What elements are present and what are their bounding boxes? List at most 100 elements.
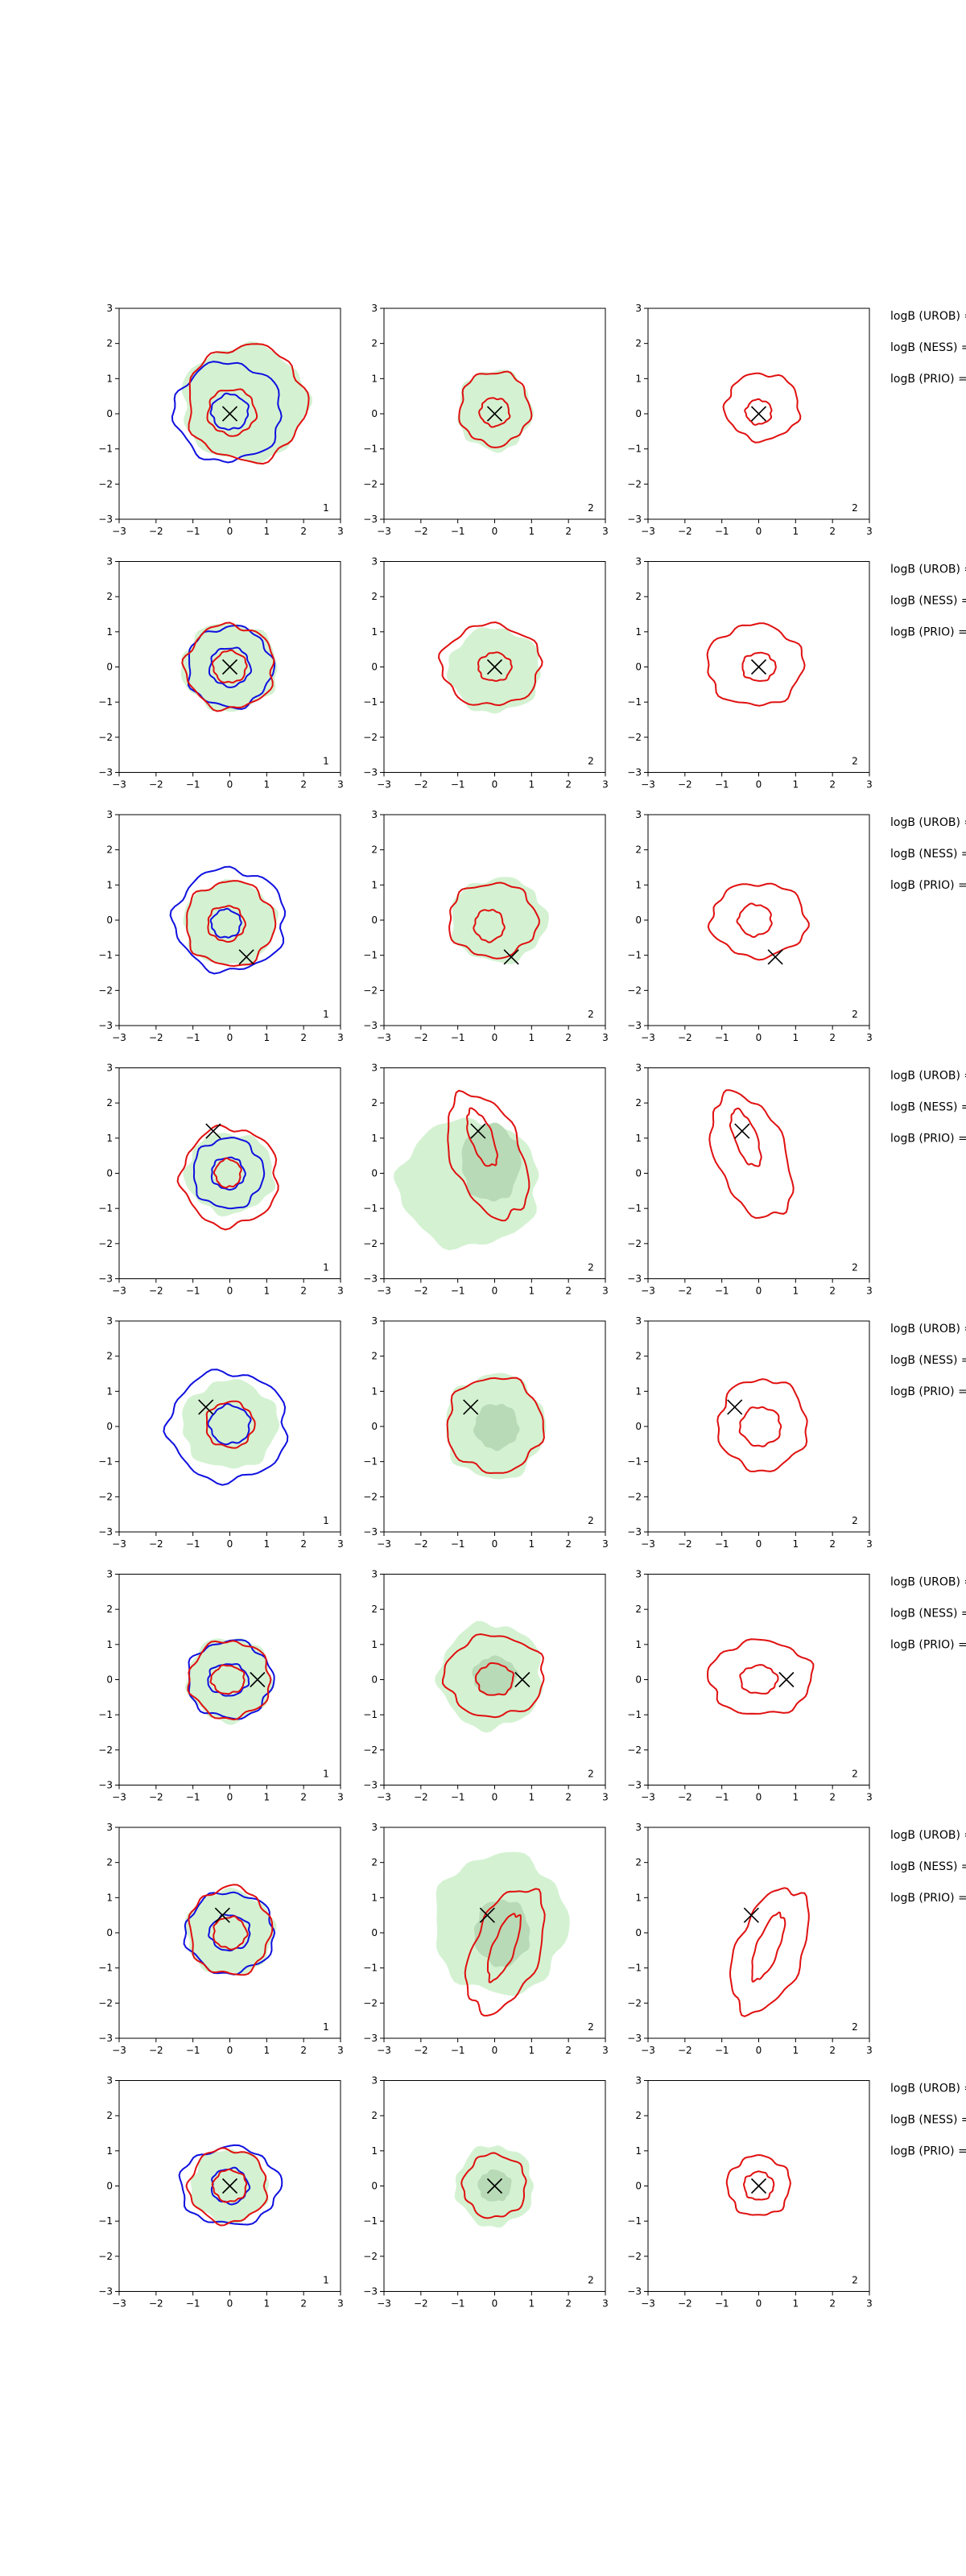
y-tick-label: −1 xyxy=(627,696,642,708)
red-contour xyxy=(725,2153,791,2216)
red-contour xyxy=(211,649,248,684)
axes-frame xyxy=(647,1067,870,1279)
panel-index-label: 2 xyxy=(588,1515,594,1526)
x-tick-label: 0 xyxy=(756,1032,762,1043)
y-tick-label: 2 xyxy=(635,1857,642,1868)
row-annotation: logB (PRIO) = xyxy=(890,1639,966,1652)
y-tick-label: 3 xyxy=(106,1063,113,1074)
x-tick-label: 3 xyxy=(866,779,873,791)
row-annotation: logB (NESS) = xyxy=(890,1354,966,1367)
panel-r6-c2: −3 −2 −1 0 1 2 3 −3 −2 −1 0 1 2 3 2 xyxy=(363,1569,609,1803)
y-tick-label: 1 xyxy=(106,626,113,638)
red-contour xyxy=(729,1887,810,2017)
y-tick-label: 2 xyxy=(371,844,378,856)
x-tick-label: −2 xyxy=(678,2045,692,2056)
plot-area xyxy=(716,1378,808,1472)
y-tick-label: 1 xyxy=(635,1385,642,1397)
x-tick-label: −3 xyxy=(377,779,391,791)
x-tick-label: 3 xyxy=(337,1286,344,1297)
y-tick-label: 1 xyxy=(371,1133,378,1144)
y-tick-label: −2 xyxy=(363,2251,378,2262)
x-tick-label: −2 xyxy=(414,1792,428,1803)
y-tick-label: 3 xyxy=(371,1063,378,1074)
x-tick-label: −1 xyxy=(451,526,465,537)
marker-x xyxy=(221,406,238,422)
y-tick-label: 3 xyxy=(106,809,113,820)
panel-index-label: 1 xyxy=(323,1262,329,1274)
red-contour xyxy=(707,882,810,961)
y-tick-label: −2 xyxy=(363,478,378,489)
row-annotation: logB (PRIO) = xyxy=(890,1133,966,1146)
density-fill xyxy=(182,1379,280,1469)
plot-area xyxy=(722,372,802,444)
x-tick-label: 3 xyxy=(337,1538,344,1550)
y-tick-label: −1 xyxy=(627,1709,642,1720)
y-tick-label: −2 xyxy=(98,1238,113,1249)
y-tick-label: −1 xyxy=(363,1456,378,1468)
x-tick-label: −2 xyxy=(414,779,428,791)
row-annotation: logB (UROB) = xyxy=(890,1323,966,1335)
panel-index-label: 1 xyxy=(323,1515,329,1526)
red-contour xyxy=(716,1378,808,1472)
marker-x xyxy=(486,658,503,675)
panel-r5-c1: −3 −2 −1 0 1 2 3 −3 −2 −1 0 1 2 3 1 xyxy=(98,1315,344,1550)
x-tick-label: 1 xyxy=(529,2298,535,2310)
y-tick-label: 1 xyxy=(106,1639,113,1650)
x-tick-label: 2 xyxy=(829,1286,836,1297)
marker-x xyxy=(238,949,254,965)
x-tick-label: −2 xyxy=(149,1286,163,1297)
x-tick-label: 0 xyxy=(492,1538,498,1550)
plot-area xyxy=(446,1373,547,1480)
y-tick-label: 1 xyxy=(635,626,642,638)
x-tick-label: −2 xyxy=(678,2298,692,2310)
x-tick-label: −3 xyxy=(377,1032,391,1043)
blue-contour xyxy=(169,865,287,975)
plot-area xyxy=(435,1620,545,1733)
marker-x xyxy=(198,1399,214,1415)
red-contour xyxy=(744,398,773,426)
y-tick-label: 3 xyxy=(371,1569,378,1580)
row-annotation: logB (PRIO) = xyxy=(890,1892,966,1905)
marker-x xyxy=(734,1123,750,1139)
panel-r2-c3: −3 −2 −1 0 1 2 3 −3 −2 −1 0 1 2 3 2 xyxy=(627,556,873,791)
red-contour xyxy=(447,1089,530,1222)
y-tick-label: 2 xyxy=(635,1604,642,1615)
y-tick-label: 3 xyxy=(635,556,642,568)
x-tick-label: 0 xyxy=(492,2045,498,2056)
x-tick-label: −1 xyxy=(186,1286,200,1297)
panel-index-label: 2 xyxy=(588,756,594,767)
y-tick-label: 3 xyxy=(106,1315,113,1327)
density-fill xyxy=(184,1887,277,1975)
red-contour xyxy=(729,1107,762,1167)
x-tick-label: 2 xyxy=(829,1792,836,1803)
y-tick-label: 2 xyxy=(106,1604,113,1615)
y-tick-label: 0 xyxy=(371,1927,378,1938)
x-tick-label: −1 xyxy=(715,779,729,791)
x-tick-label: −2 xyxy=(414,2045,428,2056)
red-contour xyxy=(474,1662,514,1696)
x-tick-label: 2 xyxy=(565,1032,572,1043)
x-tick-label: 2 xyxy=(565,1538,572,1550)
y-tick-label: −3 xyxy=(363,514,378,525)
panel-r4-c2: −3 −2 −1 0 1 2 3 −3 −2 −1 0 1 2 3 2 xyxy=(363,1063,609,1297)
x-tick-label: 1 xyxy=(529,2045,535,2056)
red-contour xyxy=(187,1640,272,1721)
x-tick-label: 0 xyxy=(227,1032,233,1043)
y-tick-label: 0 xyxy=(635,408,642,419)
red-contour xyxy=(473,909,506,943)
x-tick-label: −3 xyxy=(641,1032,655,1043)
marker-x xyxy=(221,2178,238,2194)
red-contour xyxy=(188,343,310,465)
blue-contour xyxy=(207,1402,252,1446)
panel-r1-c3: −3 −2 −1 0 1 2 3 −3 −2 −1 0 1 2 3 2 xyxy=(627,303,873,537)
x-tick-label: −3 xyxy=(112,526,126,537)
x-tick-label: −2 xyxy=(414,1538,428,1550)
y-tick-label: −1 xyxy=(627,444,642,455)
x-tick-label: −3 xyxy=(377,1792,391,1803)
y-tick-label: 0 xyxy=(371,914,378,926)
x-tick-label: 2 xyxy=(829,1032,836,1043)
y-tick-label: −3 xyxy=(363,2033,378,2044)
blue-contour xyxy=(208,646,253,688)
x-tick-label: 2 xyxy=(300,1286,307,1297)
x-tick-label: −3 xyxy=(641,1792,655,1803)
